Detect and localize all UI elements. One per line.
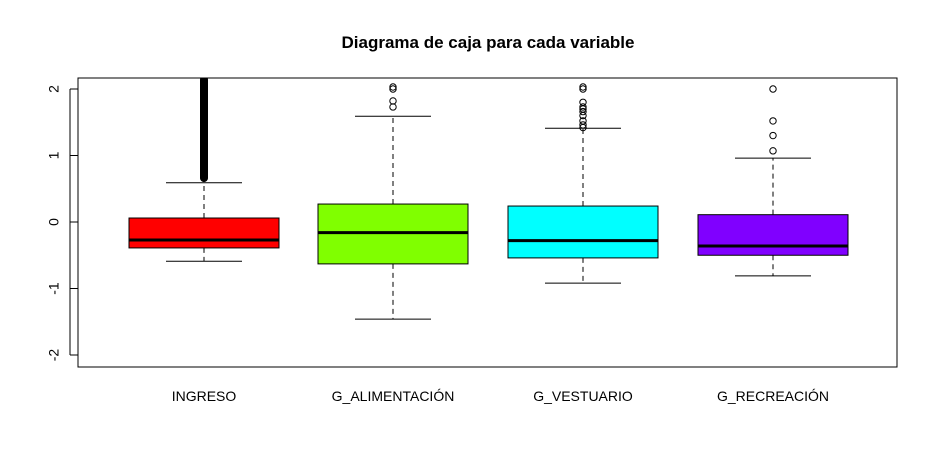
box-ingreso: [128, 78, 280, 262]
x-category-label: G_RECREACIÓN: [717, 388, 829, 404]
outlier-point: [579, 103, 587, 111]
outlier-point: [769, 131, 777, 140]
x-axis-labels: INGRESO G_ALIMENTACIÓN G_VESTUARIO G_RECREA…: [172, 388, 829, 404]
iqr-box: [507, 205, 659, 259]
outlier-point: [389, 97, 397, 105]
y-tick-label: 2: [46, 85, 62, 93]
y-tick-label: 0: [46, 218, 62, 226]
outlier-point: [769, 117, 777, 125]
box-g_alimentación: [317, 83, 469, 320]
outlier-point: [579, 98, 587, 107]
y-tick-label: -2: [46, 349, 62, 362]
plot-frame: [77, 77, 898, 368]
outlier-point: [579, 107, 587, 116]
outlier-point: [769, 85, 777, 93]
iqr-box: [128, 217, 280, 249]
outlier-point: [389, 83, 397, 91]
outlier-point: [579, 121, 587, 129]
outlier-point: [769, 147, 777, 155]
iqr-box: [697, 214, 849, 256]
y-axis: -2 -1 0 1 2: [46, 85, 78, 361]
outlier-point: [579, 85, 587, 93]
box-g_recreación: [697, 85, 849, 277]
chart-title: Diagrama de caja para cada variable: [342, 33, 635, 52]
x-category-label: INGRESO: [172, 388, 237, 404]
box-g_vestuario: [507, 83, 659, 284]
y-tick-label: -1: [46, 282, 62, 295]
y-tick-label: 1: [46, 151, 62, 159]
x-category-label: G_ALIMENTACIÓN: [332, 388, 455, 404]
dense-outliers: [200, 78, 208, 183]
outlier-point: [579, 83, 587, 91]
boxes: [128, 78, 849, 320]
x-category-label: G_VESTUARIO: [533, 388, 633, 404]
outlier-point: [579, 117, 587, 125]
outlier-point: [389, 85, 397, 93]
